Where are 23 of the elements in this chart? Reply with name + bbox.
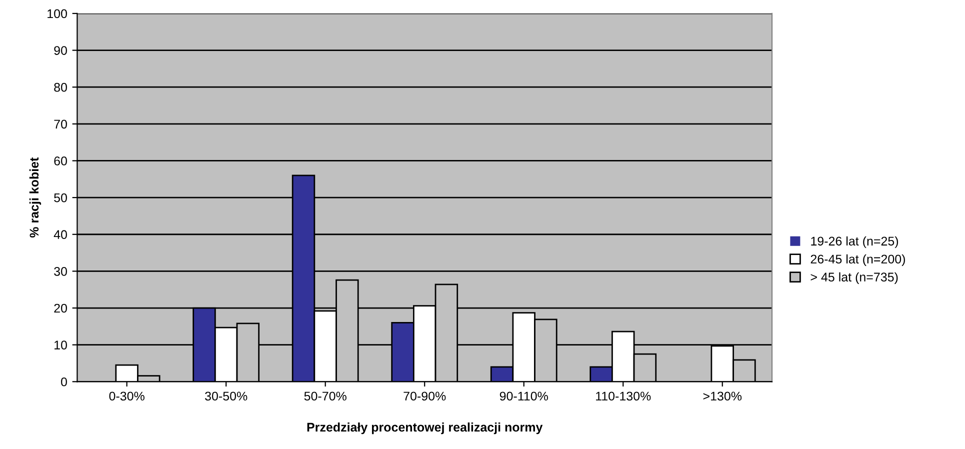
x-tick-label: 90-110% — [500, 392, 548, 401]
y-tick-label: 20 — [54, 304, 67, 313]
legend-label: > 45 lat (n=735) — [810, 272, 898, 284]
y-tick-label: 80 — [54, 82, 67, 92]
x-tick-label: 30-50% — [205, 392, 248, 401]
x-tick-label: 70-90% — [404, 392, 446, 401]
x-tick-label: 0-30% — [109, 392, 144, 401]
legend-label: 26-45 lat (n=200) — [810, 254, 905, 266]
y-tick-label: 90 — [54, 46, 67, 55]
y-tick-label: 30 — [54, 266, 67, 276]
x-axis-title: Przedziały procentowej realizacji normy — [307, 422, 543, 434]
y-axis-title: % racji kobiet — [29, 157, 42, 238]
y-tick-label: 100 — [48, 9, 67, 18]
x-tick-label: >130% — [703, 392, 742, 401]
y-tick-label: 40 — [54, 230, 67, 240]
x-tick-label: 50-70% — [304, 392, 346, 401]
y-tick-label: 70 — [54, 120, 67, 129]
legend-label: 19-26 lat (n=25) — [811, 236, 898, 248]
y-tick-label: 60 — [54, 156, 67, 166]
x-tick-label: 110-130% — [596, 392, 651, 401]
y-tick-label: 10 — [54, 340, 67, 350]
y-tick-label: 0 — [61, 377, 67, 386]
y-tick-label: 50 — [54, 193, 67, 202]
